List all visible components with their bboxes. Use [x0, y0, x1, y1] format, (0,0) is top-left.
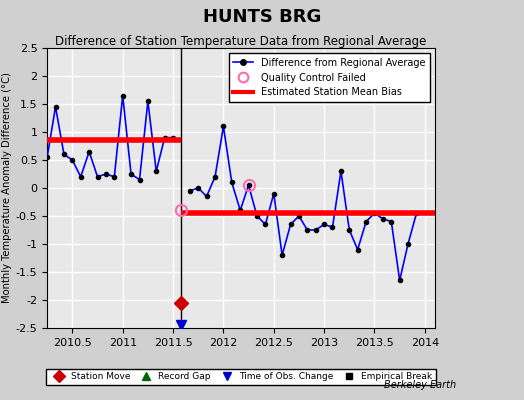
- Text: Berkeley Earth: Berkeley Earth: [384, 380, 456, 390]
- Title: Difference of Station Temperature Data from Regional Average: Difference of Station Temperature Data f…: [56, 35, 427, 48]
- Y-axis label: Monthly Temperature Anomaly Difference (°C): Monthly Temperature Anomaly Difference (…: [2, 72, 12, 304]
- Text: HUNTS BRG: HUNTS BRG: [203, 8, 321, 26]
- Legend: Station Move, Record Gap, Time of Obs. Change, Empirical Break: Station Move, Record Gap, Time of Obs. C…: [46, 369, 436, 385]
